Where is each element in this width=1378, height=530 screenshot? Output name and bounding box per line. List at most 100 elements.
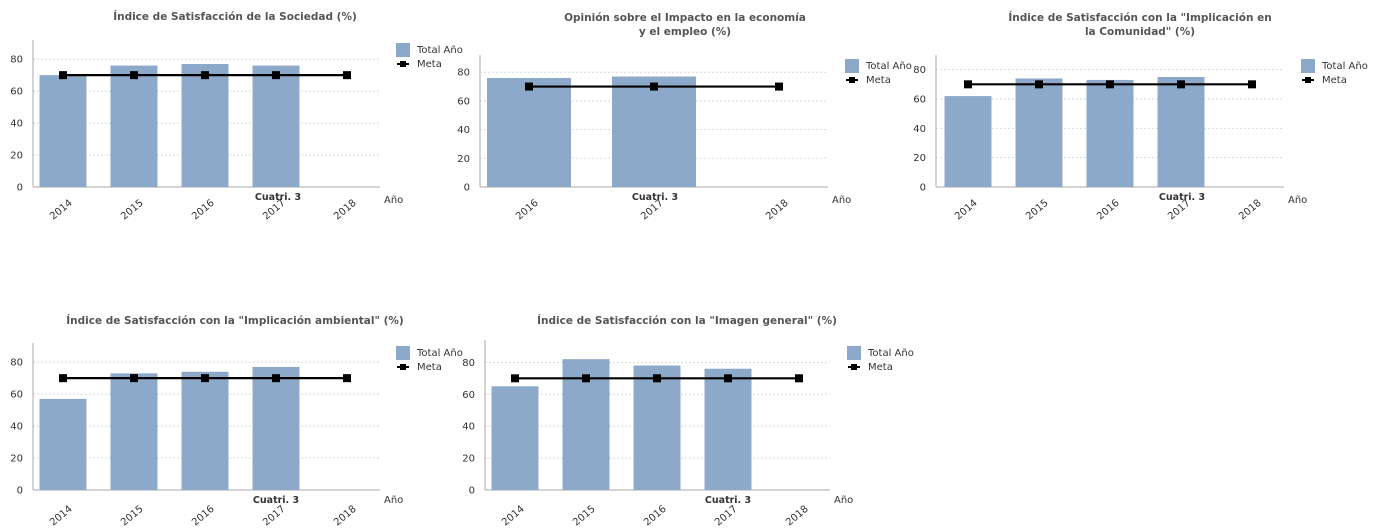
bar-2016 — [181, 63, 229, 187]
y-tick-label: 40 — [462, 422, 475, 433]
legend-label-meta: Meta — [417, 59, 442, 70]
y-tick-label: 40 — [10, 119, 23, 130]
bar-2017 — [704, 368, 752, 490]
y-tick-label: 20 — [10, 454, 23, 465]
y-tick-label: 40 — [10, 422, 23, 433]
legend: Total Año Meta — [396, 346, 463, 373]
y-tick-label: 20 — [913, 153, 926, 164]
x-tick-label: 2018 — [332, 504, 359, 526]
chart-title: y el empleo (%) — [639, 26, 731, 38]
bar-2014 — [944, 96, 992, 187]
legend-label-total: Total Año — [416, 348, 463, 359]
meta-point-2018 — [775, 82, 783, 91]
bar-2015 — [110, 65, 158, 187]
legend-label-total: Total Año — [416, 45, 463, 56]
bar-2016 — [1086, 79, 1134, 187]
x-axis-label: Año — [832, 195, 851, 206]
chart-title: la Comunidad" (%) — [1085, 26, 1195, 38]
meta-point-2014 — [511, 374, 519, 383]
x-tick-label: 2015 — [1024, 198, 1051, 223]
chart-title: Índice de Satisfacción de la Sociedad (%… — [113, 10, 357, 23]
x-tick-label: 2015 — [571, 504, 598, 526]
meta-point-2016 — [201, 374, 209, 383]
period-annotation: Cuatri. 3 — [705, 495, 751, 506]
x-axis-label: Año — [834, 495, 853, 506]
x-tick-label: 2014 — [953, 198, 980, 223]
meta-point-2018 — [343, 374, 351, 383]
y-tick-label: 0 — [464, 183, 470, 194]
y-tick-label: 20 — [462, 454, 475, 465]
chart-panel-5: Índice de Satisfacción con la "Imagen ge… — [462, 314, 914, 528]
meta-point-2016 — [653, 374, 661, 383]
y-tick-label: 60 — [10, 390, 23, 401]
bar-2015 — [1015, 78, 1063, 187]
legend-label-meta: Meta — [868, 362, 893, 373]
x-tick-label: 2017 — [261, 504, 288, 526]
x-tick-label: 2018 — [1237, 198, 1264, 223]
y-tick-label: 20 — [457, 154, 470, 165]
legend-marker-meta — [851, 364, 857, 370]
bar-2017 — [252, 366, 300, 490]
x-tick-label: 2015 — [119, 504, 146, 526]
legend-label-meta: Meta — [417, 362, 442, 373]
x-tick-label: 2016 — [1095, 198, 1122, 223]
y-tick-label: 40 — [913, 124, 926, 135]
period-annotation: Cuatri. 3 — [255, 192, 301, 203]
meta-point-2018 — [343, 71, 351, 80]
x-tick-label: 2014 — [48, 504, 75, 526]
bar-2016 — [181, 371, 229, 490]
x-axis-label: Año — [1288, 195, 1307, 206]
y-tick-label: 80 — [457, 68, 470, 79]
legend-label-total: Total Año — [867, 348, 914, 359]
y-tick-label: 80 — [462, 358, 475, 369]
bar-2016 — [633, 365, 681, 490]
meta-point-2015 — [1035, 80, 1043, 89]
x-tick-label: 2014 — [500, 504, 527, 526]
y-tick-label: 40 — [457, 125, 470, 136]
meta-point-2016 — [1106, 80, 1114, 89]
y-tick-label: 60 — [457, 96, 470, 107]
meta-point-2017 — [724, 374, 732, 383]
legend-swatch-total — [1301, 59, 1315, 73]
legend: Total Año Meta — [1301, 59, 1368, 86]
bar-2017 — [252, 65, 300, 187]
x-tick-label: 2016 — [642, 504, 669, 526]
meta-point-2014 — [59, 374, 67, 383]
meta-point-2018 — [795, 374, 803, 383]
meta-point-2015 — [582, 374, 590, 383]
period-annotation: Cuatri. 3 — [1159, 192, 1205, 203]
y-tick-label: 60 — [462, 390, 475, 401]
meta-point-2016 — [201, 71, 209, 80]
x-tick-label: 2018 — [784, 504, 811, 526]
meta-point-2015 — [130, 71, 138, 80]
x-tick-label: 2017 — [713, 504, 740, 526]
legend-label-total: Total Año — [1321, 61, 1368, 72]
meta-point-2017 — [272, 374, 280, 383]
y-tick-label: 80 — [10, 55, 23, 66]
bar-2015 — [110, 373, 158, 490]
bar-2014 — [39, 75, 87, 187]
legend-marker-meta — [400, 364, 406, 370]
x-axis-label: Año — [384, 495, 403, 506]
period-annotation: Cuatri. 3 — [253, 495, 299, 506]
legend-swatch-total — [845, 59, 859, 73]
meta-point-2017 — [272, 71, 280, 80]
x-tick-label: 2018 — [764, 198, 791, 223]
legend-label-total: Total Año — [865, 61, 912, 72]
legend: Total Año Meta — [396, 43, 463, 70]
y-tick-label: 0 — [920, 183, 926, 194]
legend: Total Año Meta — [847, 346, 914, 373]
x-tick-label: 2016 — [514, 198, 541, 223]
meta-point-2018 — [1248, 80, 1256, 89]
meta-point-2014 — [964, 80, 972, 89]
legend-marker-meta — [849, 77, 855, 83]
chart-title: Índice de Satisfacción con la "Implicaci… — [66, 314, 403, 327]
meta-point-2017 — [1177, 80, 1185, 89]
y-tick-label: 80 — [913, 65, 926, 76]
y-tick-label: 0 — [17, 486, 23, 497]
chart-panel-2: Opinión sobre el Impacto en la economía y… — [457, 12, 912, 222]
bar-2014 — [491, 386, 539, 490]
meta-point-2014 — [59, 71, 67, 80]
meta-point-2016 — [525, 82, 533, 91]
